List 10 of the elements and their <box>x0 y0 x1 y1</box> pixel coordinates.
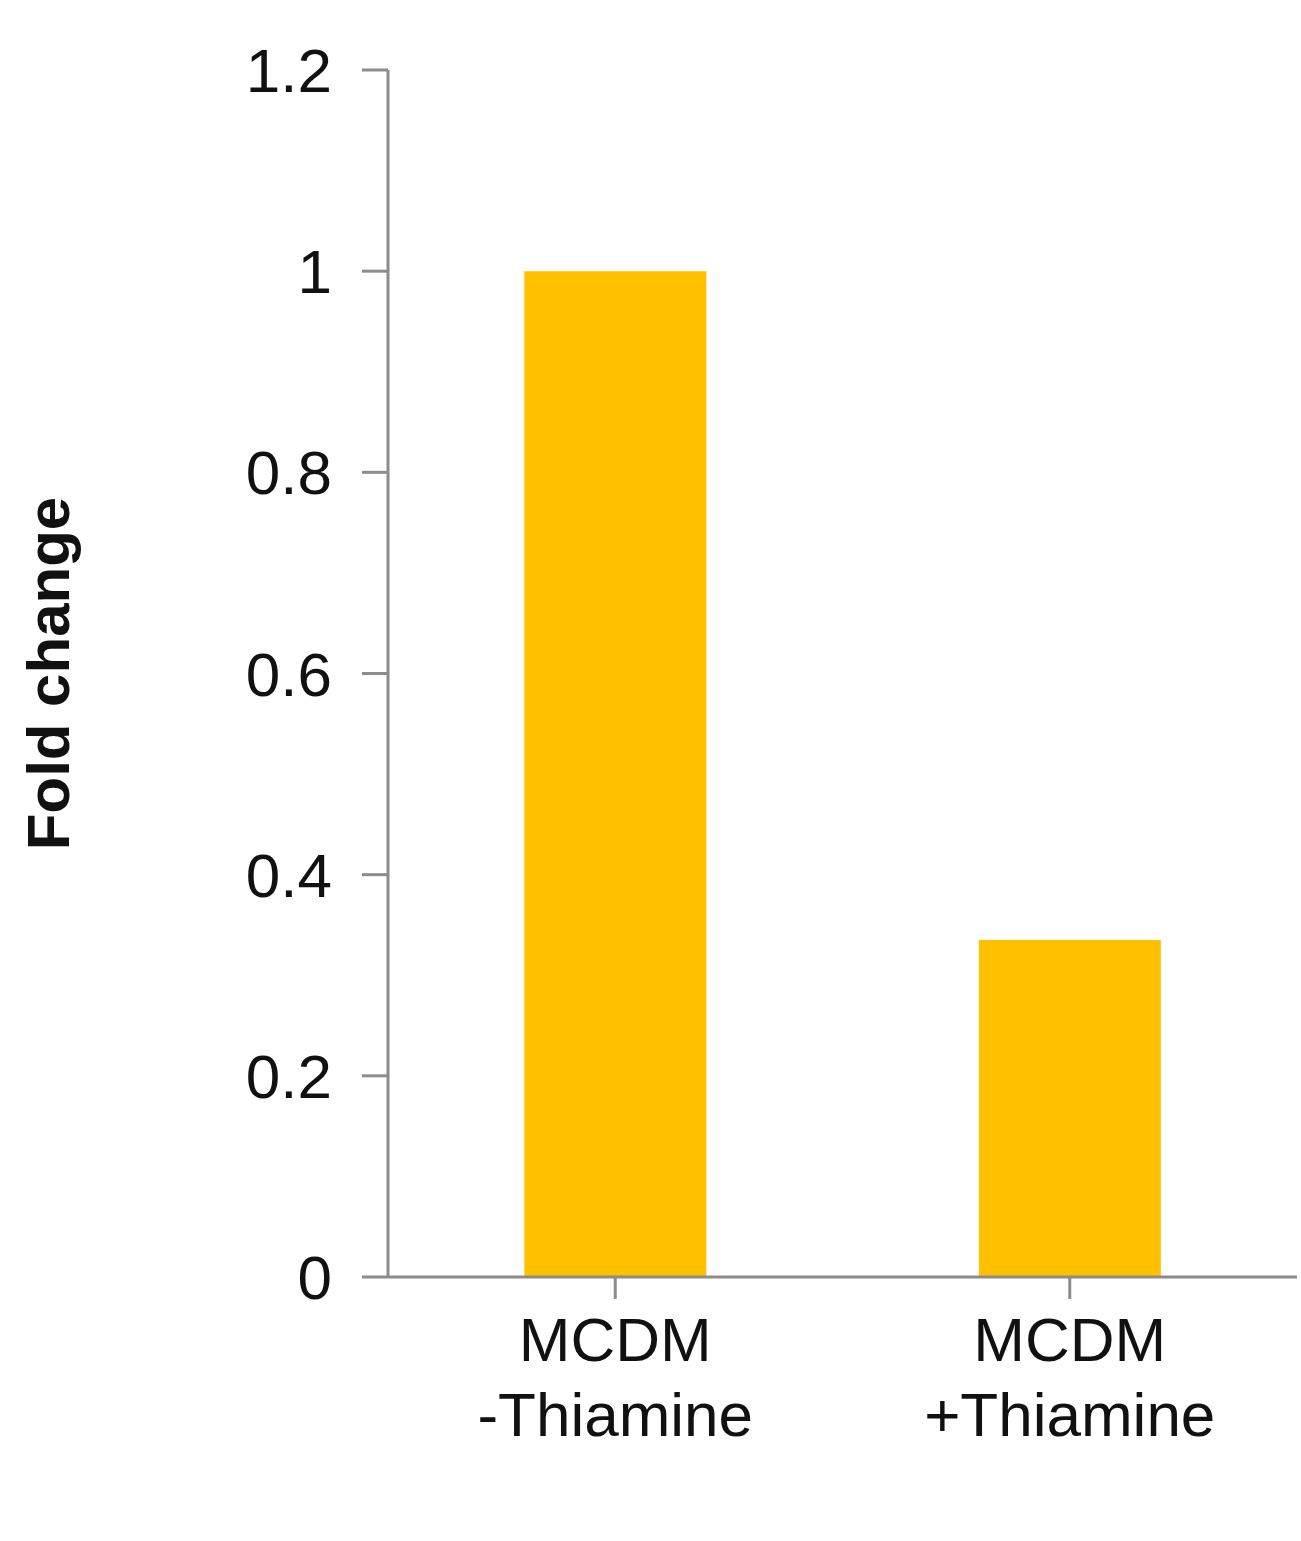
y-tick-label: 0.6 <box>245 639 332 709</box>
y-tick-label: 0 <box>297 1243 332 1313</box>
y-axis-title: Fold change <box>15 496 83 851</box>
x-tick-label: MCDM +Thiamine <box>924 1305 1216 1449</box>
x-tick-label: MCDM -Thiamine <box>477 1305 754 1449</box>
y-tick-label: 0.4 <box>245 840 332 910</box>
y-tick-label: 1 <box>297 237 332 307</box>
y-tick-label: 0.2 <box>245 1041 332 1111</box>
y-tick-label: 1.2 <box>245 36 332 106</box>
y-tick-label: 0.8 <box>245 438 332 508</box>
